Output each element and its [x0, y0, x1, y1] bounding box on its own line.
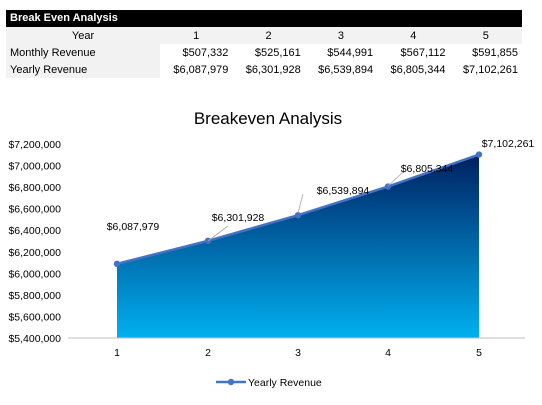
year-cell[interactable]: 5: [449, 27, 522, 44]
value-cell[interactable]: $6,087,979: [173, 63, 229, 76]
table-row: Monthly Revenue $507,332 $525,161 $544,9…: [6, 44, 522, 61]
y-tick-label: $6,200,000: [8, 247, 61, 259]
value-cell[interactable]: $6,805,344: [390, 63, 446, 76]
data-label: $6,805,344: [401, 163, 454, 175]
y-tick-label: $6,000,000: [8, 268, 61, 280]
y-tick-label: $6,400,000: [8, 225, 61, 237]
data-labels: $6,087,979 $6,301,928 $6,539,894 $6,805,344…: [107, 138, 535, 242]
x-axis: 1 2 3 4 5: [68, 337, 525, 359]
data-point[interactable]: [113, 260, 121, 268]
year-header-row: Year 1 2 3 4 5: [6, 27, 522, 44]
data-label-leader: [387, 171, 404, 187]
chart-title: Breakeven Analysis: [194, 109, 342, 128]
data-table: Year 1 2 3 4 5 Monthly Revenue $507,332 …: [6, 27, 522, 78]
y-tick-label: $5,600,000: [8, 311, 61, 323]
y-tick-label: $6,600,000: [8, 204, 61, 216]
x-tick-label: 5: [476, 347, 482, 359]
y-axis: $5,400,000 $5,600,000 $5,800,000 $6,000,000…: [8, 139, 61, 345]
table-row: Yearly Revenue $6,087,979 $6,301,928 $6,…: [6, 61, 522, 78]
data-label: $6,539,894: [317, 185, 370, 197]
value-cell[interactable]: $591,855: [472, 46, 518, 59]
y-tick-label: $6,800,000: [8, 182, 61, 194]
year-cell[interactable]: 1: [160, 27, 233, 44]
x-tick-label: 3: [295, 347, 301, 359]
breakeven-chart: Breakeven Analysis $5,400,000 $5,600,000 $…: [0, 100, 542, 405]
chart-canvas: Breakeven Analysis $5,400,000$5,600,000$…: [8, 109, 535, 389]
year-label[interactable]: Year: [6, 27, 160, 44]
y-tick-label: $7,000,000: [8, 161, 61, 173]
data-label: $6,301,928: [212, 212, 265, 224]
legend-marker: [227, 378, 235, 386]
value-cell[interactable]: $6,539,894: [318, 63, 374, 76]
data-point[interactable]: [294, 211, 302, 219]
area-fill: [117, 154, 479, 338]
year-cell[interactable]: 3: [304, 27, 378, 44]
value-cell[interactable]: $567,112: [400, 46, 446, 59]
value-cell[interactable]: $525,161: [254, 46, 301, 59]
y-tick-label: $7,200,000: [8, 139, 61, 151]
x-tick-label: 4: [385, 347, 391, 359]
year-cell[interactable]: 2: [232, 27, 305, 44]
y-tick-label: $5,800,000: [8, 290, 61, 302]
legend-label[interactable]: Yearly Revenue: [248, 377, 322, 389]
year-cell[interactable]: 4: [377, 27, 450, 44]
value-cell[interactable]: $7,102,261: [462, 63, 518, 76]
value-cell[interactable]: $507,332: [182, 46, 229, 59]
value-cell[interactable]: $544,991: [327, 46, 374, 59]
x-tick-label: 1: [114, 347, 120, 359]
y-tick-label: $5,400,000: [8, 333, 61, 345]
data-point[interactable]: [475, 151, 483, 158]
data-sheet: Break Even Analysis Year 1 2 3 4 5 Month…: [6, 10, 522, 78]
data-label-leader: [297, 193, 304, 214]
data-label: $6,087,979: [107, 221, 160, 233]
sheet-title: Break Even Analysis: [6, 10, 522, 27]
data-label-leader: [207, 225, 229, 242]
legend[interactable]: Yearly Revenue: [216, 377, 322, 389]
x-tick-label: 2: [205, 347, 211, 359]
data-label: $7,102,261: [482, 138, 535, 150]
row-label-monthly-revenue[interactable]: Monthly Revenue: [6, 44, 160, 61]
row-label-yearly-revenue[interactable]: Yearly Revenue: [6, 61, 160, 78]
plot-area: [113, 151, 483, 338]
value-cell[interactable]: $6,301,928: [245, 63, 301, 76]
